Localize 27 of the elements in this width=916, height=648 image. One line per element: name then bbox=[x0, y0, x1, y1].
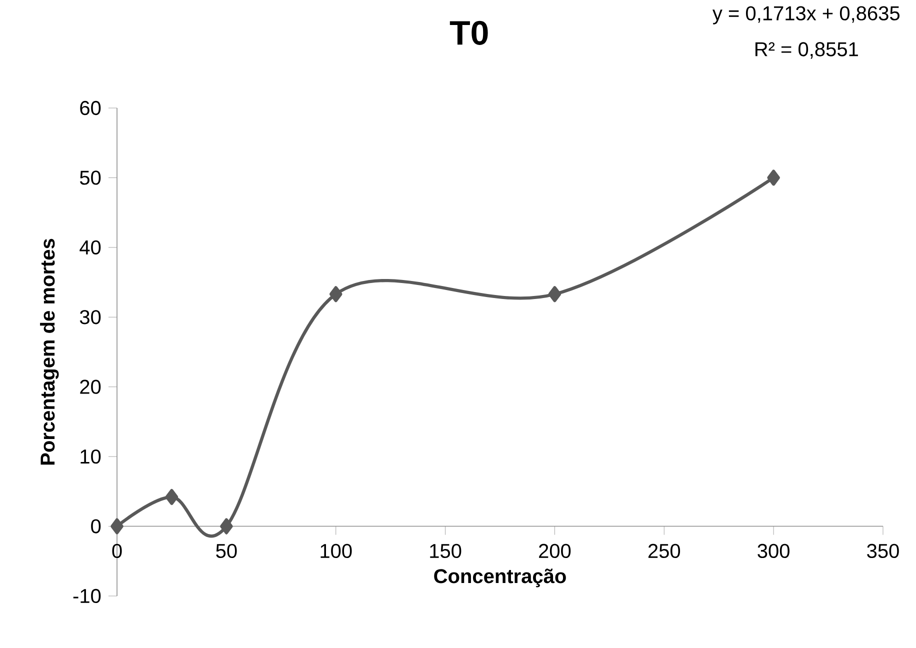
y-axis-title: Porcentagem de mortes bbox=[40, 238, 59, 465]
x-tick-label: 50 bbox=[216, 544, 237, 558]
y-tick-label: 40 bbox=[80, 240, 101, 255]
y-tick-label: 20 bbox=[80, 380, 101, 394]
y-tick-label: 0 bbox=[91, 519, 101, 534]
point bbox=[548, 286, 562, 302]
x-tick-label: 200 bbox=[539, 544, 571, 558]
point bbox=[329, 286, 342, 302]
text: y = 0,1713x + 0,8635 bbox=[712, 6, 900, 24]
x-axis-title: Concentração bbox=[434, 568, 566, 588]
y-tick-label: 50 bbox=[80, 170, 101, 185]
point bbox=[165, 488, 178, 505]
y-tick-label: -10 bbox=[73, 588, 101, 604]
y-tick-label: 30 bbox=[80, 310, 101, 324]
chart-title: T0 bbox=[450, 20, 488, 45]
text: R² = 0,8551 bbox=[755, 42, 858, 59]
x-tick-label: 150 bbox=[430, 544, 462, 558]
x-tick-label: 250 bbox=[648, 544, 680, 558]
point bbox=[220, 518, 233, 534]
point bbox=[110, 518, 124, 534]
y-tick-label: 10 bbox=[80, 449, 101, 464]
point bbox=[767, 170, 780, 186]
x-tick-label: 350 bbox=[867, 544, 899, 558]
y-tick-label: 60 bbox=[80, 100, 101, 116]
x-tick-label: 0 bbox=[112, 544, 122, 558]
x-tick-label: 100 bbox=[320, 544, 352, 558]
x-tick-label: 300 bbox=[758, 544, 790, 558]
